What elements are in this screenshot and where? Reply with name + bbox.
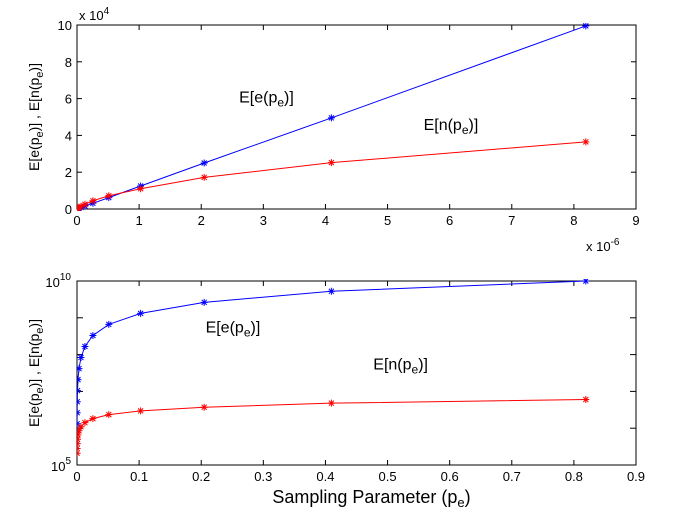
x-tick-label: 2 <box>198 213 205 228</box>
chart-panel-2: 0 0.1 0.2 0.3 0.4 0.5 0.6 0.7 0.8 0.9 105 1010 E[e(p… <box>26 272 645 510</box>
x-tick-label: 0 <box>73 213 80 228</box>
data-point <box>327 399 335 407</box>
data-point <box>200 298 208 306</box>
data-point <box>89 197 97 205</box>
data-point <box>582 23 590 30</box>
data-point <box>77 444 81 452</box>
x-axis-label: Sampling Parameter (pe) <box>272 487 470 510</box>
data-point <box>77 420 81 428</box>
x-tick-label: 6 <box>446 213 453 228</box>
data-point <box>327 159 335 167</box>
data-point <box>327 287 335 295</box>
data-point <box>105 320 113 328</box>
x-tick-label: 0.3 <box>254 469 272 484</box>
data-point <box>77 435 81 443</box>
x-tick-label: 0.9 <box>627 469 645 484</box>
data-point <box>77 354 85 362</box>
y-exponent-label: x 104 <box>79 6 110 23</box>
data-point <box>137 185 145 193</box>
series-e <box>77 279 590 428</box>
y-axis-label: E[e(pe)] , E[n(pe)] <box>26 319 46 427</box>
data-point <box>77 449 81 457</box>
data-point <box>105 192 113 200</box>
data-point <box>77 387 81 395</box>
data-point <box>582 138 590 146</box>
data-point <box>582 279 590 285</box>
series-n <box>77 395 590 457</box>
x-tick-label: 3 <box>260 213 267 228</box>
data-point <box>137 309 145 317</box>
data-point <box>327 114 335 122</box>
data-point <box>89 331 97 339</box>
chart-panel-1: 0 1 2 3 4 5 6 7 8 9 0 2 4 6 8 10 x 104 x 10-6 E[e(pe)] , E… <box>26 6 640 254</box>
y-tick-label: 1010 <box>45 272 71 290</box>
data-point <box>77 409 81 417</box>
y-axis-label: E[e(pe)] , E[n(pe)] <box>26 63 46 171</box>
data-point <box>77 431 82 439</box>
x-tick-label: 0.1 <box>130 469 148 484</box>
x-tick-label: 0.6 <box>441 469 459 484</box>
x-tick-label: 9 <box>632 213 639 228</box>
x-tick-label: 4 <box>322 213 329 228</box>
data-point <box>77 440 81 448</box>
x-tick-label: 0.4 <box>316 469 334 484</box>
data-point <box>77 427 83 435</box>
data-point <box>89 415 97 423</box>
series-label-n: E[n(pe)] <box>373 356 428 376</box>
y-tick-label: 6 <box>65 92 72 107</box>
data-point <box>77 398 81 406</box>
y-tick-label: 4 <box>65 128 72 143</box>
data-point <box>77 376 82 384</box>
y-tick-label: 105 <box>51 456 71 474</box>
y-tick-label: 10 <box>58 18 72 33</box>
series-label-n: E[n(pe)] <box>424 117 479 137</box>
data-point <box>77 365 83 373</box>
data-point <box>105 411 113 419</box>
data-point <box>582 395 590 403</box>
data-point <box>81 343 89 351</box>
data-point <box>200 159 208 167</box>
data-point <box>77 202 85 210</box>
data-point <box>81 419 89 427</box>
x-tick-label: 0.2 <box>192 469 210 484</box>
y-tick-label: 2 <box>65 165 72 180</box>
x-tick-label: 0.7 <box>503 469 521 484</box>
x-tick-label: 0.5 <box>379 469 397 484</box>
x-tick-label: 5 <box>384 213 391 228</box>
data-point <box>137 407 145 415</box>
x-tick-label: 0.8 <box>565 469 583 484</box>
series-label-e: E[e(pe)] <box>239 89 294 109</box>
x-tick-label: 1 <box>135 213 142 228</box>
x-tick-label: 0 <box>73 469 80 484</box>
x-tick-label: 8 <box>570 213 577 228</box>
series-label-e: E[e(pe)] <box>206 320 261 340</box>
data-point <box>77 423 85 431</box>
data-point <box>200 173 208 181</box>
plot-area <box>76 280 637 466</box>
x-tick-label: 7 <box>508 213 515 228</box>
data-point <box>200 403 208 411</box>
series-n <box>77 138 590 211</box>
plot-area <box>76 24 637 210</box>
y-tick-label: 0 <box>65 202 72 217</box>
x-exponent-label: x 10-6 <box>586 237 620 254</box>
y-tick-label: 8 <box>65 55 72 70</box>
data-point <box>81 200 89 208</box>
